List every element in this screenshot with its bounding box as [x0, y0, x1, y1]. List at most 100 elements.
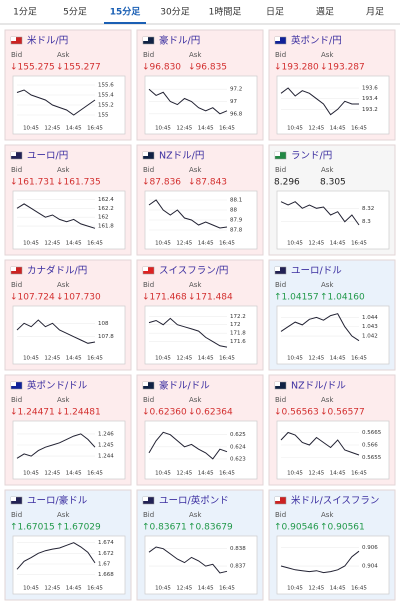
- rate-panel[interactable]: ランド/円 Bid Ask 8.296 8.305 8.32 8.3 10:45 12:45 14…: [268, 144, 396, 256]
- price-line: [148, 546, 228, 574]
- tab[interactable]: 1時間足: [209, 7, 242, 18]
- x-tick-label: 12:45: [308, 126, 324, 132]
- chart-box: [12, 190, 126, 250]
- x-tick-label: 14:45: [66, 586, 82, 592]
- x-tick-label: 12:45: [308, 356, 324, 362]
- y-tick-label: 1.668: [98, 572, 114, 578]
- x-tick-label: 16:45: [219, 586, 235, 592]
- price-line: [280, 87, 359, 116]
- y-tick-label: 0.5655: [362, 455, 382, 461]
- y-tick-label: 172: [230, 322, 241, 328]
- bid-label: Bid: [143, 51, 154, 59]
- y-tick-label: 1.246: [98, 431, 114, 437]
- x-tick-label: 10:45: [23, 126, 39, 132]
- flag-corner: [143, 152, 148, 156]
- bid-label: Bid: [143, 396, 154, 404]
- price-line: [16, 542, 96, 570]
- ask-value: ↑1.67029: [56, 523, 101, 533]
- bid-label: Bid: [143, 166, 154, 174]
- rate-panel[interactable]: 豪ドル/円 Bid Ask ↓96.830 ↓96.835 97.2 97 96.8 10:45…: [136, 29, 264, 141]
- tab-label: 30分足: [160, 7, 189, 18]
- x-tick-label: 12:45: [308, 471, 324, 477]
- bid-value: ↓171.468: [142, 293, 187, 303]
- x-tick-label: 10:45: [155, 471, 171, 477]
- y-tick-label: 1.245: [98, 443, 114, 449]
- chart-box: [276, 75, 390, 135]
- pair-name: 豪ドル/ドル: [159, 380, 210, 392]
- flag-corner: [143, 497, 148, 501]
- x-tick-label: 12:45: [44, 126, 60, 132]
- x-tick-label: 10:45: [23, 586, 39, 592]
- x-tick-label: 10:45: [155, 126, 171, 132]
- x-tick-label: 14:45: [330, 241, 346, 247]
- y-tick-label: 108: [98, 321, 109, 327]
- pair-name: ランド/円: [291, 151, 332, 162]
- pair-name: ユーロ/ドル: [291, 266, 342, 277]
- rate-panel[interactable]: 米ドル/スイスフラン Bid Ask↑0.90546 ↑0.90561 0.906 0.9…: [268, 489, 396, 601]
- ask-label: Ask: [321, 281, 334, 289]
- bid-value: ↓193.280: [274, 63, 319, 73]
- pair-name: NZドル/ドル: [291, 381, 346, 392]
- rate-panel[interactable]: 英ポンド/円 Bid Ask↓193.280 ↓193.287 193.6 193.4 19…: [268, 29, 396, 141]
- ask-value: 8.305: [320, 178, 346, 188]
- ask-label: Ask: [57, 396, 70, 404]
- tab[interactable]: 30分足: [160, 7, 189, 18]
- y-tick-label: 8.3: [362, 219, 371, 225]
- bid-value: ↑1.04157: [274, 293, 319, 303]
- rate-panel[interactable]: NZドル/円 Bid Ask ↓87.836 ↓87.843 88.1 88 87.9 87.8…: [136, 144, 264, 256]
- x-tick-label: 14:45: [66, 471, 82, 477]
- bid-label: Bid: [11, 511, 22, 519]
- pair-name: 米ドル/円: [27, 35, 68, 47]
- rate-panel[interactable]: カナダドル/円 Bid Ask↓107.724 ↓107.730 108 107.8 10:…: [4, 259, 132, 371]
- tab-label: 1時間足: [209, 7, 242, 18]
- rate-panel[interactable]: ユーロ/円 Bid Ask↓161.731 ↓161.735 162.4 162.2 162…: [4, 144, 132, 256]
- x-tick-label: 10:45: [155, 586, 171, 592]
- y-tick-label: 97: [230, 99, 237, 105]
- x-tick-label: 10:45: [23, 241, 39, 247]
- rate-panel[interactable]: 米ドル/円 Bid Ask↓155.275 ↓155.277 155.6 155.4 155…: [4, 29, 132, 141]
- x-tick-label: 16:45: [219, 471, 235, 477]
- rate-panel[interactable]: ユーロ/ドル Bid Ask↑1.04157 ↑1.04160 1.044 1.043 1.…: [268, 259, 396, 371]
- tab[interactable]: 1分足: [13, 7, 37, 18]
- chart-box: [276, 420, 390, 480]
- pair-name: 米ドル/スイスフラン: [291, 495, 379, 507]
- bid-value: ↓1.24471: [10, 408, 55, 418]
- ask-label: Ask: [189, 511, 202, 519]
- bid-label: Bid: [275, 281, 286, 289]
- ask-label: Ask: [321, 511, 334, 519]
- rate-panel[interactable]: ユーロ/英ポンド Bid Ask↑0.83671 ↑0.83679 0.838 0.837…: [136, 489, 264, 601]
- flag-corner: [11, 497, 16, 501]
- price-line: [148, 88, 228, 115]
- ask-value: ↓161.735: [56, 178, 101, 188]
- price-line: [280, 201, 360, 226]
- y-tick-label: 171.6: [230, 339, 246, 345]
- bid-label: Bid: [11, 51, 22, 59]
- rate-panel[interactable]: ユーロ/豪ドル Bid Ask↑1.67015 ↑1.67029 1.674 1.672 1…: [4, 489, 132, 601]
- y-tick-label: 0.566: [362, 443, 378, 449]
- y-tick-label: 193.2: [362, 107, 378, 113]
- flag-corner: [275, 152, 280, 156]
- x-tick-label: 12:45: [44, 586, 60, 592]
- y-tick-label: 161.8: [98, 224, 114, 230]
- ask-value: ↑0.83679: [188, 523, 233, 533]
- rate-panel[interactable]: 英ポンド/ドル Bid Ask↓1.24471 ↓1.24481 1.246 1.245 1…: [4, 374, 132, 486]
- bid-label: Bid: [143, 281, 154, 289]
- tab[interactable]: 週足: [316, 7, 334, 18]
- flag-corner: [143, 382, 148, 386]
- tab[interactable]: 5分足: [63, 7, 87, 18]
- rate-panel[interactable]: NZドル/ドル Bid Ask↓0.56563 ↓0.56577 0.5665 0.566…: [268, 374, 396, 486]
- flag-corner: [275, 267, 280, 271]
- pair-name: スイスフラン/円: [159, 266, 228, 277]
- tab[interactable]: 月足: [366, 7, 384, 18]
- tab[interactable]: 日足: [266, 7, 284, 18]
- y-tick-label: 107.8: [98, 334, 114, 340]
- rate-panel[interactable]: 豪ドル/ドル Bid Ask↓0.62360 ↓0.62364 0.625 0.624 0.…: [136, 374, 264, 486]
- x-tick-label: 12:45: [308, 241, 324, 247]
- bid-label: Bid: [11, 281, 22, 289]
- x-tick-label: 10:45: [23, 356, 39, 362]
- price-line: [280, 313, 360, 342]
- ask-label: Ask: [189, 281, 202, 289]
- y-tick-label: 0.624: [230, 444, 246, 450]
- tab[interactable]: 15分足: [104, 6, 146, 25]
- rate-panel[interactable]: スイスフラン/円 Bid Ask↓171.468 ↓171.484 172.2 172 17…: [136, 259, 264, 371]
